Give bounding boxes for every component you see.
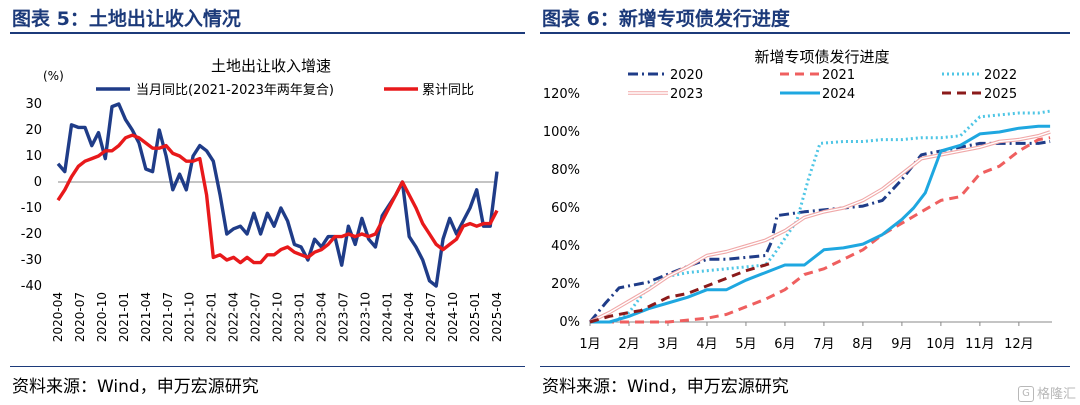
chart2-x-tick: 1月 <box>579 337 600 352</box>
chart1-x-tick: 2024-10 <box>446 292 460 342</box>
chart2-legend-label: 2025 <box>984 87 1017 102</box>
chart1-x-tick: 2024-04 <box>402 292 416 342</box>
chart2-legend-label: 2022 <box>984 68 1017 83</box>
chart2-legend-label: 2024 <box>822 87 855 102</box>
chart2-x-tick: 8月 <box>852 337 873 352</box>
chart2-x-tick: 3月 <box>657 337 678 352</box>
chart1-y-tick: -20 <box>21 227 42 242</box>
chart2-title: 新增专项债发行进度 <box>754 48 889 66</box>
chart1-series-line-0 <box>56 102 499 288</box>
chart1-x-tick: 2024-07 <box>424 292 438 342</box>
chart1-legend-label: 当月同比(2021-2023年两年复合) <box>136 83 334 98</box>
chart1-title: 土地出让收入增速 <box>211 57 331 75</box>
chart2-x-tick: 6月 <box>774 337 795 352</box>
chart2-y-tick: 120% <box>543 87 580 102</box>
chart2-series-line-2025 <box>589 261 772 324</box>
chart2-legend-label: 2021 <box>822 68 855 83</box>
chart2-series-line-2020 <box>588 140 1051 323</box>
chart2-y-tick: 20% <box>551 277 580 292</box>
chart1-y-tick: 10 <box>25 149 42 164</box>
chart1-x-tick: 2023-07 <box>336 292 350 342</box>
chart1-y-tick: -10 <box>21 201 42 216</box>
chart2-series-line-2023 <box>589 130 1051 324</box>
chart1-x-tick: 2022-01 <box>205 292 219 342</box>
chart2-x-tick: 5月 <box>735 337 756 352</box>
watermark: G 格隆汇 <box>1017 383 1076 402</box>
chart1-x-tick: 2022-10 <box>271 292 285 342</box>
right-panel-heading: 图表 6：新增专项债发行进度 <box>542 8 790 30</box>
right-source-note: 资料来源：Wind，申万宏源研究 <box>542 377 789 397</box>
chart2-y-tick: 100% <box>543 125 580 140</box>
chart1-x-tick: 2021-01 <box>117 292 131 342</box>
chart2-y-tick: 80% <box>551 163 580 178</box>
chart1-y-tick: 0 <box>34 175 42 190</box>
chart1-x-tick: 2023-01 <box>292 292 306 342</box>
chart1-x-tick: 2020-10 <box>95 292 109 342</box>
chart1-x-tick: 2022-04 <box>227 292 241 342</box>
chart2-x-tick: 11月 <box>965 337 995 352</box>
chart1-y-tick: 30 <box>25 97 42 112</box>
chart1-x-tick: 2024-01 <box>380 292 394 342</box>
chart2-y-tick: 40% <box>551 239 580 254</box>
chart1-x-tick: 2023-10 <box>358 292 372 342</box>
right-heading-rule <box>540 32 1070 34</box>
chart1-x-tick: 2021-07 <box>161 292 175 342</box>
chart1-x-tick: 2025-04 <box>490 292 504 342</box>
chart1-y-tick: 20 <box>25 123 42 138</box>
chart2-y-tick: 0% <box>559 315 580 330</box>
watermark-logo-icon: G <box>1017 386 1034 402</box>
chart2-x-tick: 12月 <box>1004 337 1034 352</box>
chart1-legend-label: 累计同比 <box>422 83 474 98</box>
left-source-rule <box>10 366 525 367</box>
chart2-series-line-2021 <box>590 136 1051 324</box>
chart1-x-tick: 2021-10 <box>183 292 197 342</box>
left-source-note: 资料来源：Wind，申万宏源研究 <box>12 377 259 397</box>
watermark-text: 格隆汇 <box>1036 386 1076 402</box>
chart2-legend-label: 2020 <box>670 68 703 83</box>
left-panel-heading: 图表 5：土地出让收入情况 <box>12 8 241 30</box>
left-heading-rule <box>10 32 525 34</box>
chart2-x-tick: 9月 <box>891 337 912 352</box>
chart1-x-tick: 2020-07 <box>73 292 87 342</box>
chart2-legend-label: 2023 <box>670 87 703 102</box>
chart1-x-tick: 2023-04 <box>314 292 328 342</box>
chart1-x-tick: 2021-04 <box>139 292 153 342</box>
chart2-y-tick: 60% <box>551 201 580 216</box>
chart2-series-line-2024 <box>590 124 1051 324</box>
chart1-x-tick: 2022-07 <box>249 292 263 342</box>
chart1-y-tick: -40 <box>21 279 42 294</box>
chart1-x-tick: 2020-04 <box>51 292 65 342</box>
chart2-x-tick: 7月 <box>813 337 834 352</box>
chart2-series-line-inner-2023 <box>589 131 1051 323</box>
chart1-x-tick: 2025-01 <box>468 292 482 342</box>
chart2-x-tick: 10月 <box>926 337 956 352</box>
chart2-x-tick: 2月 <box>618 337 639 352</box>
chart1-series-line-1 <box>56 133 499 265</box>
right-source-rule <box>540 366 1070 367</box>
chart1-y-tick: -30 <box>21 253 42 268</box>
chart1-y-unit: (%) <box>43 69 64 83</box>
chart2-x-tick: 4月 <box>696 337 717 352</box>
